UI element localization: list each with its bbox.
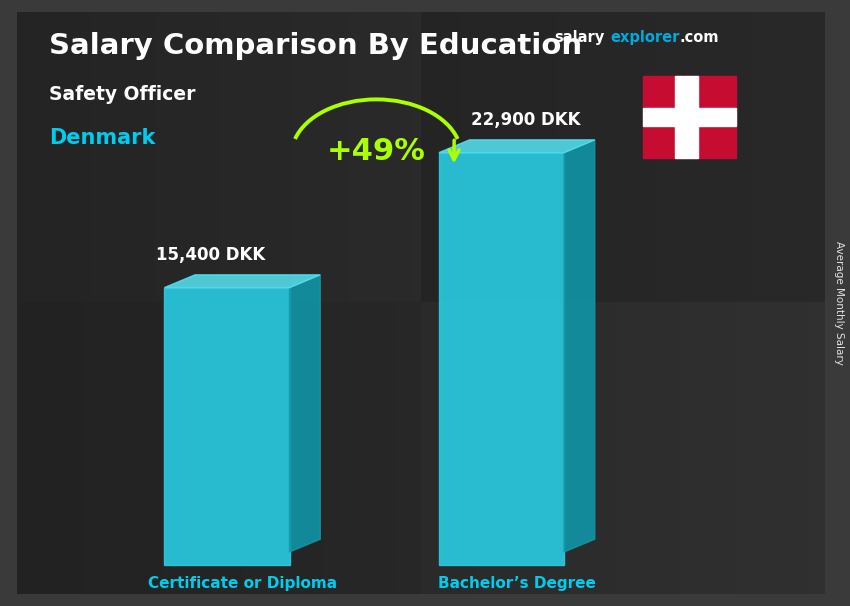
Polygon shape [290, 275, 320, 552]
Text: Salary Comparison By Education: Salary Comparison By Education [49, 33, 582, 61]
Text: Safety Officer: Safety Officer [49, 85, 196, 104]
Text: 15,400 DKK: 15,400 DKK [156, 247, 265, 264]
Text: +49%: +49% [327, 137, 426, 166]
Text: Denmark: Denmark [49, 128, 156, 148]
Polygon shape [164, 275, 320, 288]
Polygon shape [439, 153, 564, 565]
Polygon shape [564, 140, 595, 552]
Polygon shape [675, 76, 698, 158]
Text: Certificate or Diploma: Certificate or Diploma [148, 576, 337, 591]
Text: explorer: explorer [610, 30, 680, 45]
Bar [643, 76, 735, 158]
Text: salary: salary [554, 30, 604, 45]
Polygon shape [164, 288, 290, 565]
Text: Bachelor’s Degree: Bachelor’s Degree [438, 576, 596, 591]
Polygon shape [439, 140, 595, 153]
Text: 22,900 DKK: 22,900 DKK [471, 112, 581, 130]
Text: Average Monthly Salary: Average Monthly Salary [834, 241, 844, 365]
Polygon shape [643, 108, 735, 125]
Text: .com: .com [679, 30, 718, 45]
